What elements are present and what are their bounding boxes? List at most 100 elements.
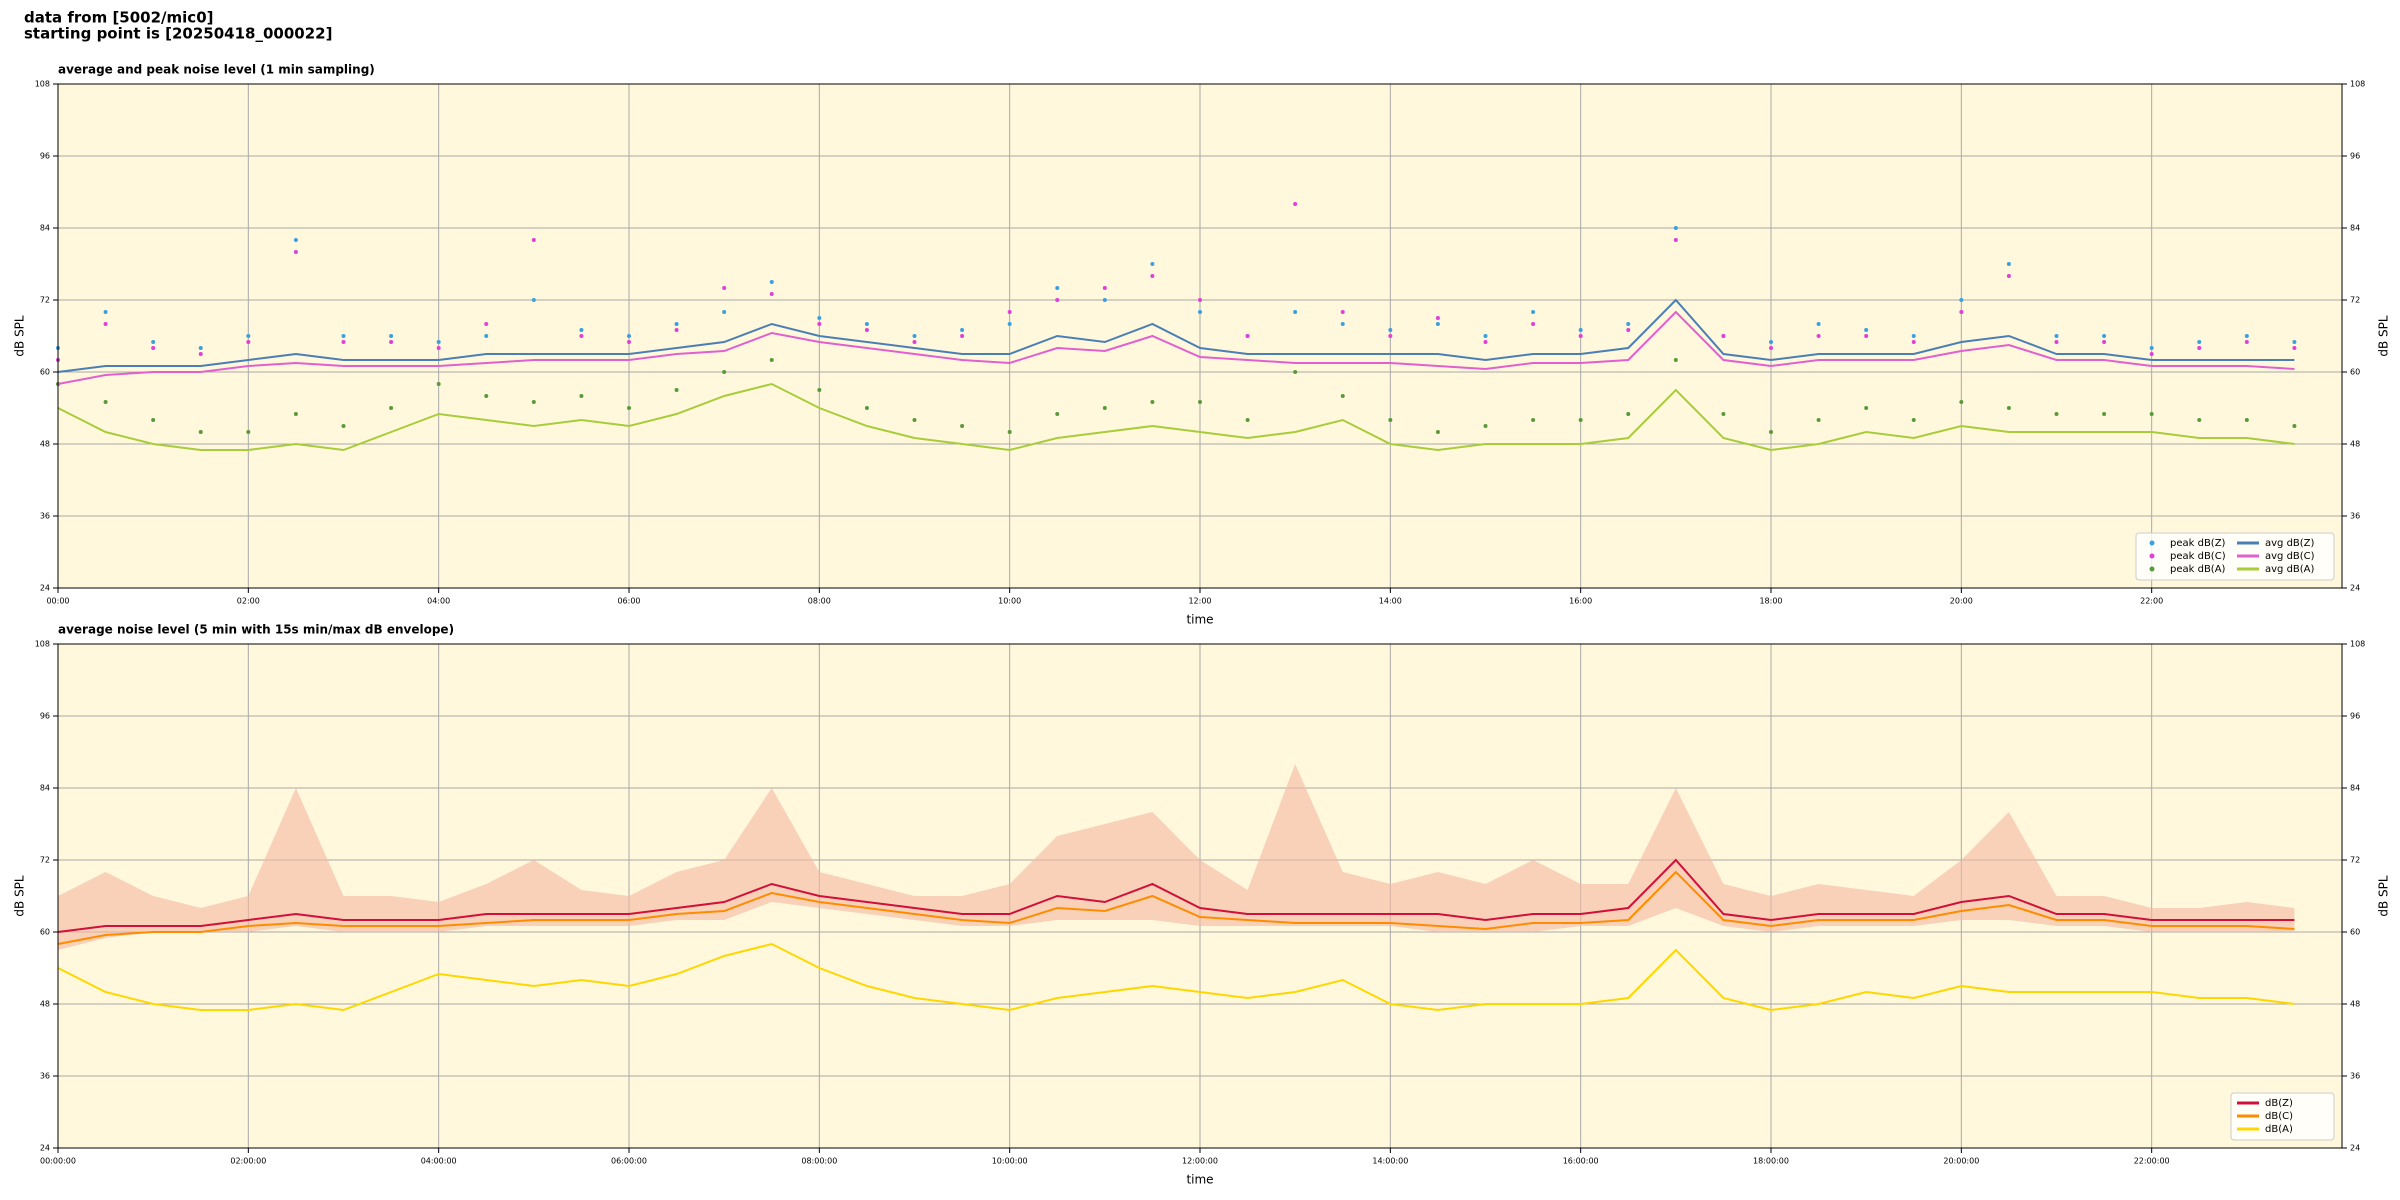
x-tick-label: 08:00:00 <box>801 1157 837 1166</box>
peak-point <box>341 334 346 338</box>
y-tick-label: 36 <box>40 512 50 521</box>
peak-point <box>531 298 536 302</box>
header-line: data from [5002/mic0] <box>24 9 214 27</box>
x-tick-label: 06:00 <box>617 597 640 606</box>
peak-point <box>1673 226 1678 230</box>
plot-frame <box>57 83 2343 589</box>
series-line <box>57 382 2295 452</box>
y-tick-label: 108 <box>35 80 50 89</box>
y-tick-label-right: 108 <box>2350 80 2365 89</box>
peak-point <box>1911 340 1916 344</box>
y-tick-label: 48 <box>40 440 50 449</box>
chart-title: average noise level (5 min with 15s min/… <box>58 623 454 637</box>
legend-label: avg dB(A) <box>2265 564 2315 575</box>
peak-point <box>579 328 584 332</box>
chart-title: average and peak noise level (1 min samp… <box>58 63 375 77</box>
y-axis-label: dB SPL <box>13 875 27 917</box>
peak-point <box>1626 322 1631 326</box>
peak-point <box>436 382 441 386</box>
peak-point <box>531 238 536 242</box>
peak-point <box>1483 334 1488 338</box>
peak-point <box>1864 406 1869 410</box>
peak-point <box>722 310 727 314</box>
peak-point <box>2054 412 2059 416</box>
peak-point <box>1911 334 1916 338</box>
peak-point <box>1198 298 1202 302</box>
peak-point <box>2244 340 2249 344</box>
peak-point <box>1816 334 1821 338</box>
peak-point <box>436 340 441 344</box>
y-tick-label: 48 <box>40 1000 50 1009</box>
legend-marker <box>2149 540 2155 546</box>
y-tick-label: 36 <box>40 1072 50 1081</box>
y-tick-label: 96 <box>40 712 50 721</box>
y-tick-label-right: 24 <box>2350 1144 2360 1153</box>
header-line: starting point is [20250418_000022] <box>24 25 332 43</box>
peak-point <box>2102 412 2107 416</box>
peak-point <box>627 334 631 338</box>
legend-marker <box>2149 553 2155 559</box>
peak-point <box>1531 310 1536 314</box>
peak-point <box>293 250 298 254</box>
legend-label: avg dB(Z) <box>2265 538 2315 549</box>
peak-point <box>1388 328 1393 332</box>
peak-point <box>1578 334 1583 338</box>
peak-point <box>2292 424 2297 428</box>
peak-point <box>1150 400 1155 404</box>
peak-point <box>1198 310 1202 314</box>
peak-point <box>198 430 203 434</box>
series-line <box>57 298 2295 373</box>
y-tick-label-right: 108 <box>2350 640 2365 649</box>
y-tick-label-right: 96 <box>2350 712 2360 721</box>
x-tick-label: 18:00:00 <box>1753 1157 1789 1166</box>
x-tick-label: 20:00 <box>1950 597 1973 606</box>
x-tick-label: 10:00 <box>998 597 1021 606</box>
peak-point <box>389 406 394 410</box>
peak-point <box>1673 358 1678 362</box>
peak-point <box>1055 298 1060 302</box>
y-tick-label-right: 48 <box>2350 440 2360 449</box>
peak-point <box>1483 340 1488 344</box>
peak-point <box>1150 262 1155 266</box>
x-tick-label: 06:00:00 <box>611 1157 647 1166</box>
x-tick-label: 02:00 <box>237 597 260 606</box>
peak-point <box>817 322 822 326</box>
y-tick-label: 72 <box>40 296 50 305</box>
peak-point <box>1102 298 1107 302</box>
x-tick-label: 22:00 <box>2140 597 2163 606</box>
peak-point <box>103 400 108 404</box>
peak-point <box>484 334 489 338</box>
y-tick-label: 60 <box>40 368 50 377</box>
legend-marker <box>2149 566 2155 572</box>
legend-label: peak dB(C) <box>2170 551 2226 562</box>
peak-point <box>2244 334 2249 338</box>
peak-point <box>912 334 917 338</box>
peak-point <box>1531 418 1536 422</box>
peak-point <box>103 322 108 326</box>
x-tick-label: 08:00 <box>808 597 831 606</box>
peak-point <box>579 394 584 398</box>
peak-point <box>1483 424 1488 428</box>
peak-point <box>484 394 489 398</box>
legend-label: peak dB(Z) <box>2170 538 2226 549</box>
x-tick-label: 04:00:00 <box>421 1157 457 1166</box>
x-tick-label: 18:00 <box>1759 597 1782 606</box>
peak-point <box>864 322 869 326</box>
peak-point <box>293 412 298 416</box>
y-axis-label-right: dB SPL <box>2377 875 2391 917</box>
y-tick-label: 84 <box>40 784 50 793</box>
peak-point <box>246 334 251 338</box>
peak-point <box>1959 310 1964 314</box>
peak-point <box>151 418 156 422</box>
peak-point <box>1531 322 1536 326</box>
peak-point <box>1293 202 1298 206</box>
x-tick-label: 00:00:00 <box>40 1157 76 1166</box>
series-line <box>57 870 2295 945</box>
peak-point <box>198 346 203 350</box>
x-tick-label: 20:00:00 <box>1943 1157 1979 1166</box>
peak-point <box>389 340 394 344</box>
x-axis-label: time <box>1186 1173 1213 1187</box>
peak-point <box>1340 394 1345 398</box>
legend <box>2135 532 2335 581</box>
peak-point <box>2197 346 2202 350</box>
